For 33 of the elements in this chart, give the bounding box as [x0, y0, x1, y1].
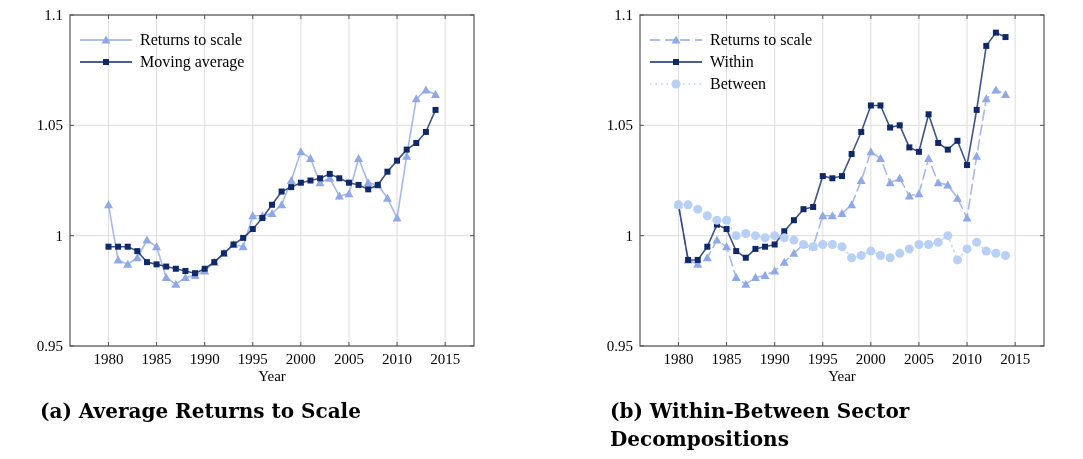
- x-tick-label: 1990: [189, 351, 220, 367]
- x-tick-label: 1980: [93, 351, 124, 367]
- x-tick-label: 1985: [141, 351, 172, 367]
- legend-label: Within: [710, 53, 754, 70]
- text: (a) Average Returns to Scale: [40, 399, 361, 423]
- y-tick-label: 0.95: [606, 338, 633, 354]
- x-tick-label: 2010: [382, 351, 413, 367]
- y-tick-label: 1.05: [606, 117, 633, 134]
- y-tick-label: 1.1: [614, 7, 633, 23]
- text: (b) Within-Between Sector Decompositions: [610, 399, 910, 451]
- legend-label: Returns to scale: [140, 31, 243, 48]
- x-tick-label: 1995: [807, 351, 838, 367]
- x-tick-label: 2000: [285, 351, 316, 367]
- legend-label: Between: [710, 75, 766, 92]
- x-tick-label: 1995: [237, 351, 268, 367]
- x-tick-label: 2015: [430, 351, 461, 367]
- x-tick-label: 1985: [711, 351, 742, 367]
- legend-label: Moving average: [140, 53, 245, 71]
- x-tick-label: 1980: [663, 351, 694, 367]
- x-tick-label: 1990: [759, 351, 790, 367]
- x-axis-title: Year: [828, 368, 856, 384]
- x-tick-label: 2005: [903, 351, 934, 367]
- x-axis-title: Year: [258, 368, 286, 384]
- x-tick-label: 2010: [952, 351, 983, 367]
- y-tick-label: 1.1: [44, 7, 63, 23]
- x-tick-label: 2005: [333, 351, 364, 367]
- y-tick-label: 1.05: [36, 117, 63, 134]
- legend-label: Returns to scale: [710, 31, 813, 48]
- y-tick-label: 1: [55, 227, 63, 244]
- y-tick-label: 1: [625, 227, 633, 244]
- x-tick-label: 2000: [855, 351, 886, 367]
- x-tick-label: 2015: [1000, 351, 1031, 367]
- y-tick-label: 0.95: [36, 338, 63, 354]
